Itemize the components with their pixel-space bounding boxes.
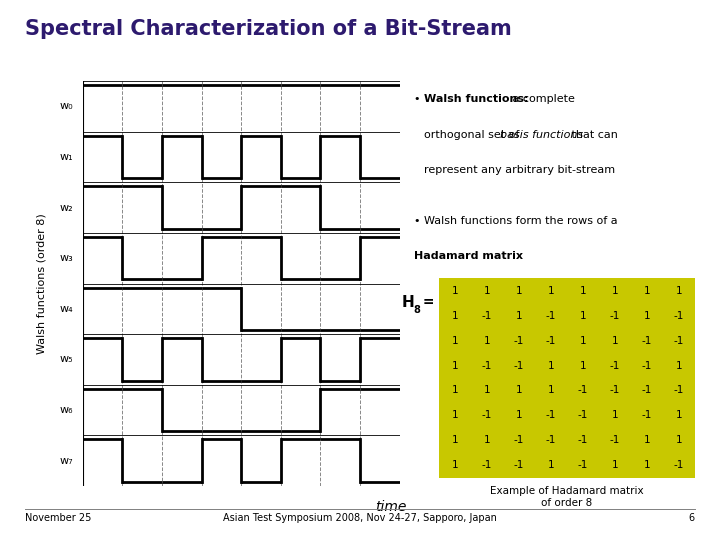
Text: w₀: w₀ <box>59 102 73 111</box>
Text: w₇: w₇ <box>59 456 73 465</box>
Text: 8: 8 <box>413 305 420 315</box>
Text: -1: -1 <box>546 335 557 346</box>
Text: -1: -1 <box>577 410 588 421</box>
Text: 1: 1 <box>548 386 554 395</box>
Text: w₄: w₄ <box>59 304 73 314</box>
Text: basis functions: basis functions <box>500 130 582 140</box>
Text: 1: 1 <box>675 410 682 421</box>
Text: 1: 1 <box>611 286 618 295</box>
Text: 1: 1 <box>484 335 490 346</box>
Text: -1: -1 <box>642 386 652 395</box>
Text: 1: 1 <box>484 286 490 295</box>
Text: 1: 1 <box>452 461 459 470</box>
Text: -1: -1 <box>514 435 524 445</box>
Text: -1: -1 <box>546 310 557 321</box>
Text: a complete: a complete <box>509 94 575 105</box>
Text: 1: 1 <box>580 335 586 346</box>
Text: 1: 1 <box>452 286 459 295</box>
Text: =: = <box>418 295 434 309</box>
Text: 1: 1 <box>452 386 459 395</box>
Text: Hadamard matrix: Hadamard matrix <box>414 251 523 261</box>
Text: • Walsh functions form the rows of a: • Walsh functions form the rows of a <box>414 216 618 226</box>
Text: represent any arbitrary bit-stream: represent any arbitrary bit-stream <box>424 165 615 175</box>
Text: 1: 1 <box>580 286 586 295</box>
Text: -1: -1 <box>610 435 620 445</box>
Text: Asian Test Symposium 2008, Nov 24-27, Sapporo, Japan: Asian Test Symposium 2008, Nov 24-27, Sa… <box>223 513 497 523</box>
Text: 1: 1 <box>516 310 523 321</box>
Text: w₂: w₂ <box>59 202 73 213</box>
Text: 1: 1 <box>675 361 682 370</box>
Text: 1: 1 <box>611 461 618 470</box>
Text: -1: -1 <box>642 410 652 421</box>
Text: 1: 1 <box>580 361 586 370</box>
Text: Walsh functions:: Walsh functions: <box>424 94 528 105</box>
Text: 1: 1 <box>452 310 459 321</box>
Text: 1: 1 <box>516 386 523 395</box>
Text: w₁: w₁ <box>59 152 73 162</box>
Text: orthogonal set of: orthogonal set of <box>424 130 523 140</box>
Text: 1: 1 <box>644 435 650 445</box>
Text: -1: -1 <box>482 361 492 370</box>
Text: 1: 1 <box>548 361 554 370</box>
Text: 1: 1 <box>452 435 459 445</box>
Text: -1: -1 <box>577 386 588 395</box>
Text: -1: -1 <box>577 461 588 470</box>
Text: 1: 1 <box>644 461 650 470</box>
Text: 1: 1 <box>452 410 459 421</box>
Text: -1: -1 <box>482 410 492 421</box>
Text: 1: 1 <box>452 361 459 370</box>
Text: H: H <box>402 295 415 309</box>
Text: 1: 1 <box>548 461 554 470</box>
Text: -1: -1 <box>482 461 492 470</box>
Text: 1: 1 <box>516 410 523 421</box>
Text: Walsh functions (order 8): Walsh functions (order 8) <box>36 213 46 354</box>
Text: -1: -1 <box>610 361 620 370</box>
Text: -1: -1 <box>482 310 492 321</box>
Text: -1: -1 <box>610 386 620 395</box>
Text: Example of Hadamard matrix
of order 8: Example of Hadamard matrix of order 8 <box>490 486 644 508</box>
Text: 1: 1 <box>580 310 586 321</box>
Text: November 25: November 25 <box>25 513 91 523</box>
Text: -1: -1 <box>674 386 684 395</box>
Text: -1: -1 <box>610 310 620 321</box>
Text: -1: -1 <box>577 435 588 445</box>
Text: -1: -1 <box>674 310 684 321</box>
Text: 1: 1 <box>516 286 523 295</box>
Text: 1: 1 <box>452 335 459 346</box>
Text: -1: -1 <box>514 361 524 370</box>
Text: -1: -1 <box>674 461 684 470</box>
Text: time: time <box>375 500 407 514</box>
Text: 1: 1 <box>611 335 618 346</box>
Text: w₅: w₅ <box>59 354 73 364</box>
Text: Spectral Characterization of a Bit-Stream: Spectral Characterization of a Bit-Strea… <box>25 19 512 39</box>
Text: -1: -1 <box>674 335 684 346</box>
Text: 1: 1 <box>484 435 490 445</box>
Text: 1: 1 <box>675 286 682 295</box>
Text: -1: -1 <box>514 461 524 470</box>
Text: 1: 1 <box>484 386 490 395</box>
Text: 6: 6 <box>688 513 695 523</box>
Text: 1: 1 <box>611 410 618 421</box>
Text: -1: -1 <box>514 335 524 346</box>
Text: w₆: w₆ <box>59 405 73 415</box>
Text: -1: -1 <box>546 435 557 445</box>
Text: w₃: w₃ <box>59 253 73 263</box>
Text: that can: that can <box>568 130 618 140</box>
Text: -1: -1 <box>546 410 557 421</box>
Text: 1: 1 <box>644 286 650 295</box>
Text: -1: -1 <box>642 335 652 346</box>
Text: 1: 1 <box>548 286 554 295</box>
Text: 1: 1 <box>644 310 650 321</box>
Text: 1: 1 <box>675 435 682 445</box>
Text: -1: -1 <box>642 361 652 370</box>
Text: •: • <box>414 94 424 105</box>
